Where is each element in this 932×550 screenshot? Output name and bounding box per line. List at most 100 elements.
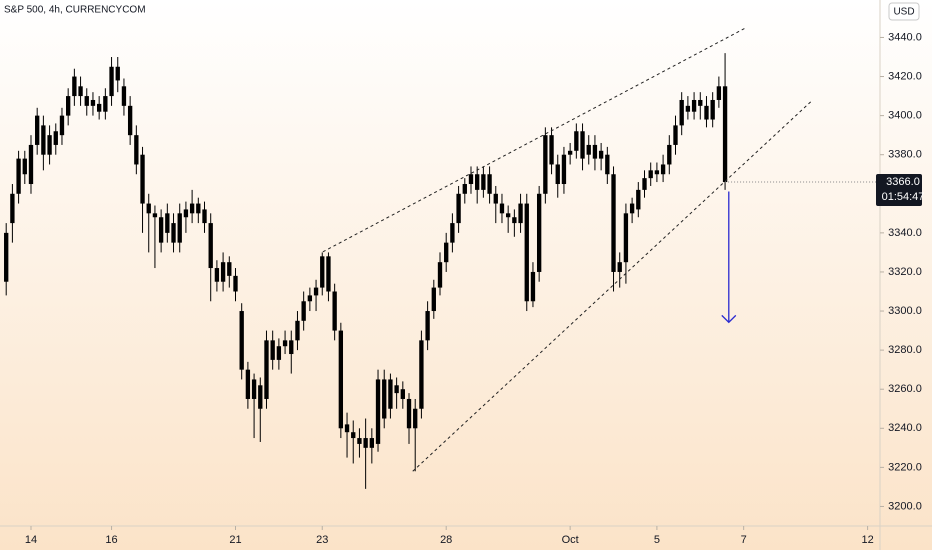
- chart-title: S&P 500, 4h, CURRENCYCOM: [4, 5, 146, 16]
- candle-body: [47, 135, 52, 155]
- candle-body: [586, 144, 591, 155]
- candle-body: [648, 170, 653, 179]
- candle-body: [264, 340, 269, 399]
- candle-body: [35, 115, 40, 145]
- candle-body: [406, 398, 412, 429]
- candle-body: [704, 105, 709, 120]
- candle-body: [103, 96, 108, 112]
- candle-body: [617, 262, 622, 272]
- x-tick-label: 23: [316, 534, 328, 546]
- candle-body: [121, 86, 127, 106]
- candle-body: [320, 256, 325, 288]
- y-tick-label: 3380.0: [888, 149, 922, 161]
- last-price-box: [876, 174, 922, 207]
- candle-body: [710, 99, 715, 120]
- candle-body: [158, 217, 164, 243]
- candle-body: [654, 170, 660, 175]
- countdown: 01:54:47: [882, 191, 925, 203]
- x-tick-label: 12: [861, 534, 873, 546]
- candle-body: [270, 340, 275, 360]
- candle-body: [196, 203, 201, 214]
- candle-body: [332, 291, 337, 331]
- candle-body: [183, 209, 189, 218]
- candle-body: [189, 203, 195, 214]
- candle-body: [127, 105, 133, 136]
- x-tick-label: 7: [741, 534, 747, 546]
- trendline: [412, 100, 813, 472]
- candle-body: [301, 301, 306, 321]
- candle-body: [623, 213, 629, 263]
- currency: USD: [893, 7, 914, 18]
- candle-body: [524, 203, 529, 302]
- y-tick-label: 3280.0: [888, 344, 922, 356]
- candle-body: [140, 154, 145, 204]
- candle-body: [233, 275, 238, 292]
- candle-body: [344, 424, 350, 433]
- candle-body: [555, 164, 560, 185]
- candle-body: [691, 99, 697, 112]
- candle-body: [177, 213, 182, 243]
- y-tick-label: 3200.0: [888, 500, 922, 512]
- y-tick-label: 3440.0: [888, 31, 922, 43]
- candle-body: [295, 320, 300, 341]
- candle-body: [276, 346, 282, 360]
- currency-box[interactable]: [888, 2, 920, 21]
- candle-body: [642, 178, 647, 190]
- trendline: [322, 26, 747, 253]
- candle-body: [239, 311, 244, 370]
- candle-body: [28, 144, 34, 185]
- candle-body: [698, 99, 703, 106]
- candle-body: [357, 438, 362, 444]
- candle-body: [673, 125, 678, 145]
- candle-body: [462, 184, 467, 194]
- candle-body: [419, 340, 424, 409]
- arrow-head: [721, 314, 737, 324]
- candle-body: [351, 432, 356, 439]
- candle-body: [84, 96, 89, 106]
- candle-body: [289, 340, 294, 355]
- candle-body: [363, 438, 368, 448]
- candle-body: [382, 379, 387, 419]
- candle-body: [605, 154, 610, 175]
- x-tick-label: Oct: [562, 534, 579, 546]
- candle-body: [400, 389, 405, 399]
- candle-body: [10, 193, 15, 224]
- candle-body: [394, 385, 399, 394]
- candle-body: [326, 256, 331, 292]
- y-tick-label: 3260.0: [888, 383, 922, 395]
- candle-body: [543, 135, 548, 194]
- y-tick-label: 3400.0: [888, 110, 922, 122]
- candle-body: [96, 103, 102, 112]
- candle-body: [258, 385, 263, 409]
- candle-body: [679, 99, 684, 126]
- y-tick-label: 3240.0: [888, 422, 922, 434]
- candle-body: [208, 223, 213, 269]
- candle-body: [444, 242, 449, 263]
- x-tick-label: 5: [654, 534, 660, 546]
- candle-body: [667, 144, 672, 165]
- candle-body: [152, 213, 158, 218]
- candle-body: [425, 311, 430, 341]
- candle-body: [59, 115, 65, 136]
- candle-body: [456, 193, 461, 224]
- x-tick-label: 16: [105, 534, 117, 546]
- candle-body: [549, 135, 554, 165]
- last-price-label: 3366.0: [886, 176, 920, 188]
- candle-body: [227, 262, 232, 276]
- candle-body: [72, 76, 77, 97]
- candle-body: [146, 203, 151, 214]
- candle-body: [115, 66, 120, 81]
- candle-body: [611, 174, 616, 272]
- candle-body: [338, 330, 344, 429]
- candle-body: [134, 135, 139, 165]
- candle-body: [636, 189, 641, 210]
- candle-body: [171, 223, 176, 243]
- candle-body: [90, 99, 96, 106]
- candle-body: [251, 379, 257, 399]
- candle-body: [722, 86, 728, 183]
- x-tick-label: 14: [25, 534, 37, 546]
- candle-body: [475, 174, 480, 190]
- candle-body: [413, 408, 418, 429]
- candle-body: [214, 268, 220, 282]
